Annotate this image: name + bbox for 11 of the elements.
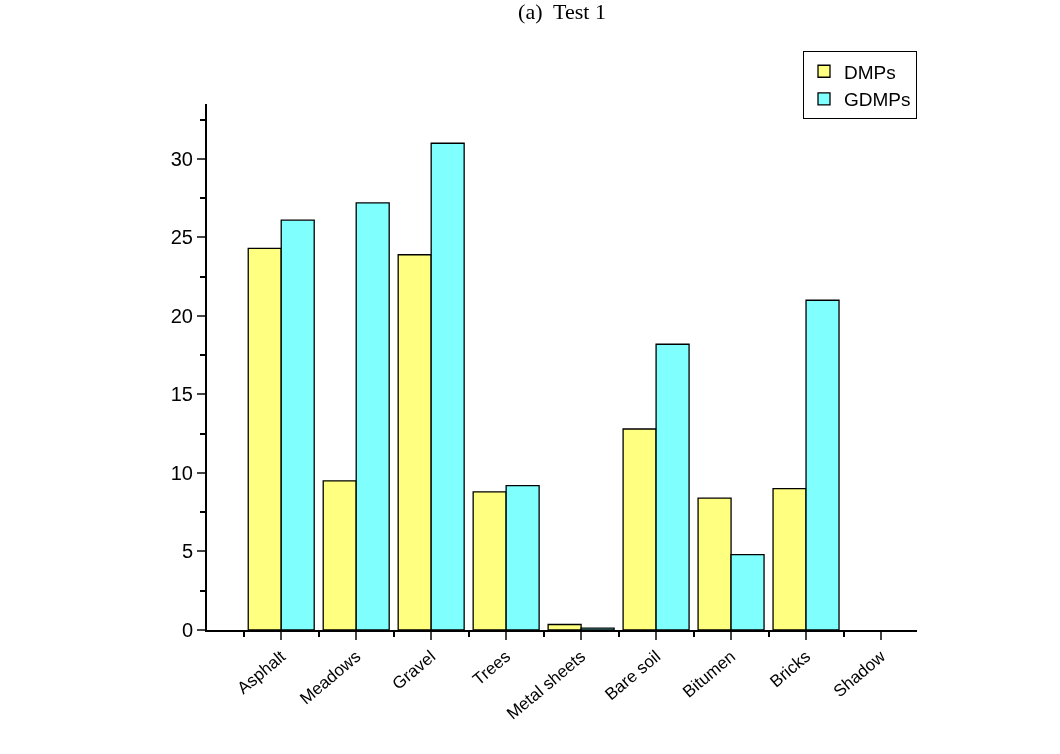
y-tick-label: 15 bbox=[170, 383, 193, 406]
x-tick-label: Bare soil bbox=[601, 646, 665, 704]
y-tick-label: 5 bbox=[181, 540, 193, 563]
y-tick-label: 10 bbox=[170, 461, 193, 484]
y-tick-label: 25 bbox=[170, 226, 193, 249]
chart-title: (a) Test 1 bbox=[518, 0, 606, 25]
y-tick-label: 30 bbox=[170, 147, 193, 170]
legend-label: GDMPs bbox=[844, 89, 911, 111]
y-tick-label: 0 bbox=[181, 619, 193, 641]
legend-label: DMPs bbox=[844, 61, 896, 83]
y-tick-label: 20 bbox=[170, 304, 193, 327]
